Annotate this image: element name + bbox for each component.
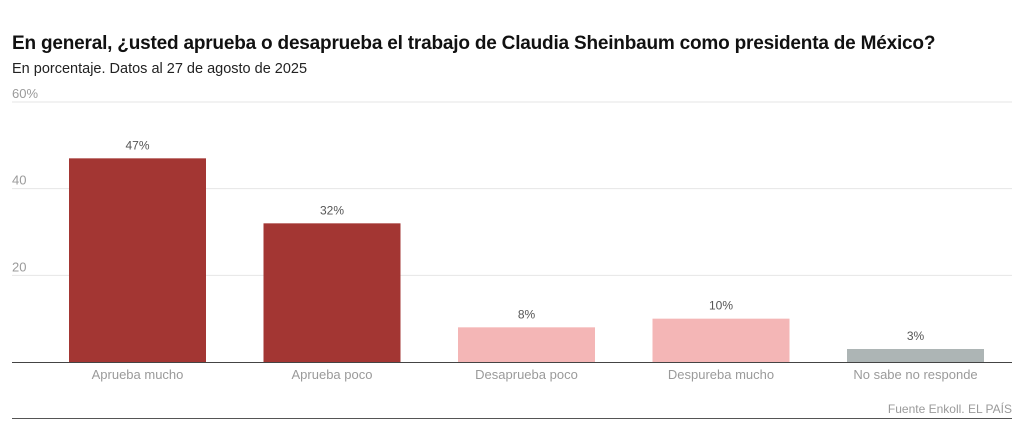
chart-subtitle: En porcentaje. Datos al 27 de agosto de … <box>12 61 308 77</box>
x-category-label: Desaprueba poco <box>475 367 578 382</box>
x-category-label: No sabe no responde <box>853 367 977 382</box>
bar-chart: 60% 40 20 47% Aprueba mucho 32% Aprueba poco 8… <box>12 86 1012 382</box>
data-label: 47% <box>125 138 149 152</box>
x-category-label: Aprueba poco <box>292 367 373 382</box>
data-label: 32% <box>320 203 344 217</box>
x-category-label: Despureba mucho <box>668 367 774 382</box>
bar <box>69 158 206 362</box>
source-credit: Fuente Enkoll. EL PAÍS <box>887 402 1012 416</box>
x-category-label: Aprueba mucho <box>92 367 184 382</box>
y-tick-label: 20 <box>12 259 26 274</box>
bottom-rule <box>12 418 1012 419</box>
bar <box>652 318 790 362</box>
data-label: 8% <box>518 307 536 321</box>
y-tick-label: 40 <box>12 173 26 188</box>
data-label: 10% <box>709 299 733 313</box>
chart-title: En general, ¿usted aprueba o desaprueba … <box>12 33 936 54</box>
bar <box>263 223 401 362</box>
bar <box>847 349 984 362</box>
y-tick-label: 60% <box>12 86 38 101</box>
data-label: 3% <box>907 329 925 343</box>
bar <box>458 327 595 362</box>
